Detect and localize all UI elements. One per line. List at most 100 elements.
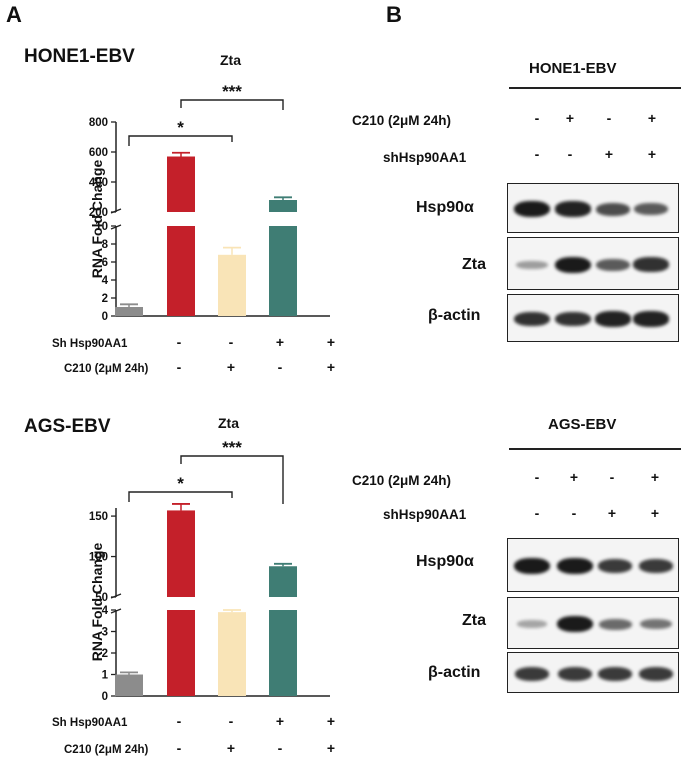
blot_top-sign-r1-c4: +: [647, 110, 657, 126]
blot_top-band-r1-l3: [595, 202, 631, 216]
bottom-sign-r2-c3: -: [277, 740, 283, 756]
blot_top-band-r2-l4: [633, 257, 669, 272]
bottom-sign-r1-c1: -: [176, 713, 182, 729]
blot_bottom-band-r3-l4: [638, 666, 674, 681]
blot_bottom-band-r3-l1: [514, 666, 550, 681]
blot_top-band-r1-l1: [514, 201, 550, 217]
blot_bottom-band-r3-l2: [557, 666, 593, 681]
bottom-bar-4-lower: [269, 610, 297, 696]
bottom-tick-label-upper-150: 150: [89, 511, 108, 523]
top-tick-label-lower-0: 0: [102, 311, 108, 323]
blot-top-row-hsp90: Hsp90α: [416, 199, 474, 216]
blot_bottom-band-r1-l2: [557, 558, 593, 574]
top-row-label-sh: Sh Hsp90AA1: [52, 338, 128, 350]
blot_top-sign-r2-c1: -: [534, 146, 540, 162]
blot_top-sign-r2-c4: +: [647, 146, 657, 162]
top-sign-r2-c2: +: [226, 359, 236, 375]
blot_top-band-r2-l1: [516, 260, 548, 269]
bottom-axis-break-lower: [110, 608, 122, 614]
blot_bottom-band-r2-l4: [639, 618, 673, 630]
top-tick-label-upper-600: 600: [89, 147, 108, 159]
blot_top-band-r1-l4: [634, 203, 668, 215]
top-significance-bracket-2: [180, 99, 284, 110]
blot_bottom-sign-r2-c4: +: [650, 505, 660, 521]
bottom-tick-label-lower-0: 0: [102, 691, 108, 703]
bottom-row-label-sh: Sh Hsp90AA1: [52, 717, 128, 729]
bottom-tick-label-lower-2: 2: [102, 648, 108, 660]
blot_top-sign-r2-c3: +: [604, 146, 614, 162]
blot_bottom-band-r1-l3: [597, 559, 633, 573]
bottom-significance-bracket-1: [128, 491, 233, 502]
blot_bottom-sign-r1-c2: +: [569, 469, 579, 485]
top-tick-label-lower-4: 4: [102, 275, 109, 287]
panel-letter-b: B: [386, 2, 402, 27]
blot-top-cond-sh: shHsp90AA1: [383, 150, 467, 165]
blot_bottom-blot-2: [507, 597, 679, 649]
bottom-sign-r1-c3: +: [275, 713, 285, 729]
blot-bottom-cond-sh: shHsp90AA1: [383, 507, 467, 522]
bottom-tick-label-upper-100: 100: [89, 552, 108, 564]
top-bar-2-lower: [167, 226, 195, 316]
blot_top-sign-r2-c2: -: [567, 146, 573, 162]
blot_bottom-blot-1: [507, 538, 679, 592]
blot-top-row-zta: Zta: [462, 256, 486, 273]
bottom-bar-3: [218, 612, 246, 696]
blot-top-row-actin: β-actin: [428, 307, 481, 324]
top-gene-title: Zta: [220, 52, 241, 68]
bottom-bar-4-upper: [269, 566, 297, 597]
blot_bottom-blot-3: [507, 652, 679, 693]
top-significance-bracket-1: [128, 135, 233, 146]
top-sign-r1-c4: +: [326, 334, 336, 350]
top-cell-line-title: HONE1-EBV: [24, 46, 135, 67]
blot_bottom-band-r2-l3: [598, 618, 632, 630]
bottom-sign-r2-c4: +: [326, 740, 336, 756]
blot_top-band-r3-l3: [595, 311, 631, 327]
top-axis-break-lower: [110, 224, 122, 230]
top-tick-label-lower-2: 2: [102, 293, 108, 305]
top-significance-label-2: ***: [222, 82, 242, 101]
top-sign-r1-c2: -: [228, 334, 234, 350]
blot-top-title: HONE1-EBV: [529, 60, 617, 77]
top-tick-label-upper-800: 800: [89, 117, 108, 129]
blot_bottom-band-r1-l1: [514, 558, 550, 574]
bottom-bar-2-upper: [167, 510, 195, 597]
top-sign-r2-c1: -: [176, 359, 182, 375]
top-sign-r2-c4: +: [326, 359, 336, 375]
blot_top-sign-r1-c2: +: [565, 110, 575, 126]
blot-bottom-title-underline: [509, 448, 681, 450]
top-bar-3: [218, 254, 246, 316]
top-bar-2-upper: [167, 156, 195, 212]
top-sign-r1-c1: -: [176, 334, 182, 350]
bottom-gene-title: Zta: [218, 415, 239, 431]
blot-top-title-underline: [509, 87, 681, 89]
blot_bottom-band-r3-l3: [597, 666, 633, 681]
blot_bottom-sign-r1-c1: -: [534, 469, 540, 485]
bottom-bar-1: [115, 674, 143, 696]
blot_bottom-band-r2-l2: [557, 616, 593, 632]
bottom-significance-label-2: ***: [222, 438, 242, 457]
blot-bottom-row-zta: Zta: [462, 612, 486, 629]
bottom-sign-r2-c2: +: [226, 740, 236, 756]
blot_bottom-sign-r2-c3: +: [607, 505, 617, 521]
blot_top-blot-1: [507, 183, 679, 233]
top-bar-1: [115, 307, 143, 316]
top-tick-label-lower-8: 8: [102, 239, 109, 251]
top-y-axis-label: RNA Fold Change: [89, 160, 105, 279]
bottom-row-label-c210: C210 (2μM 24h): [64, 744, 149, 756]
blot-top-cond-c210: C210 (2μM 24h): [352, 113, 452, 128]
blot_bottom-sign-r1-c3: -: [609, 469, 615, 485]
top-sign-r2-c3: -: [277, 359, 283, 375]
bottom-tick-label-upper-50: 50: [95, 592, 108, 604]
blot-bottom-title: AGS-EBV: [548, 416, 617, 433]
blot_top-blot-2: [507, 237, 679, 290]
bottom-significance-bracket-2: [180, 455, 284, 504]
blot_top-blot-3: [507, 294, 679, 342]
blot_top-sign-r1-c1: -: [534, 110, 540, 126]
blot_top-sign-r1-c3: -: [606, 110, 612, 126]
blot-bottom-row-actin: β-actin: [428, 664, 481, 681]
top-significance-label-1: *: [177, 118, 184, 137]
bottom-tick-label-lower-3: 3: [102, 627, 108, 639]
blot_top-band-r3-l4: [633, 311, 669, 327]
blot_bottom-sign-r2-c1: -: [534, 505, 540, 521]
top-tick-label-lower-10: 10: [95, 221, 108, 233]
